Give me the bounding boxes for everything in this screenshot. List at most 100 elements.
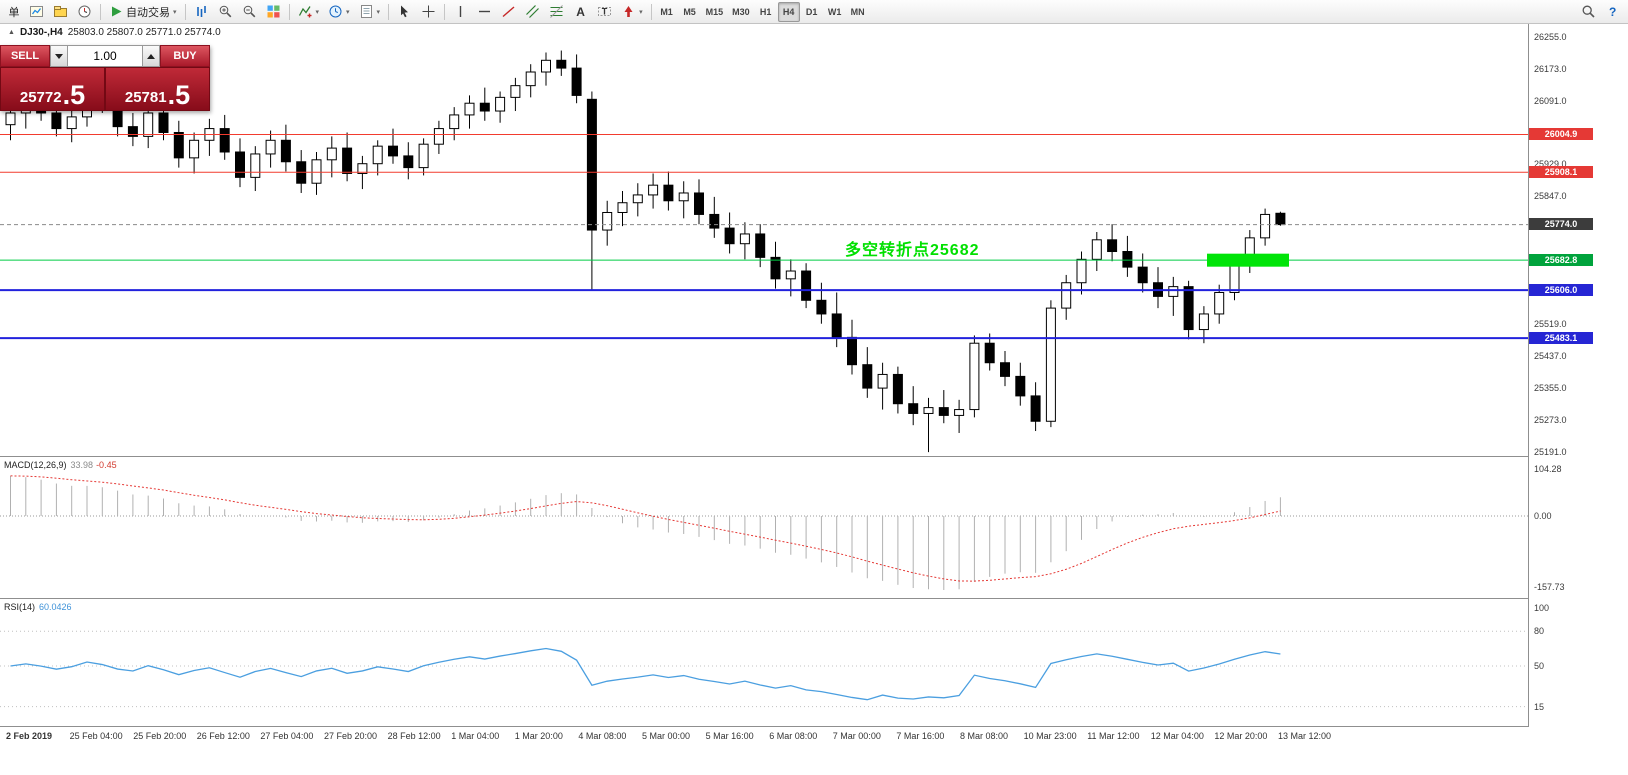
volume-increase-button[interactable]	[142, 45, 160, 67]
triangle-up-icon	[147, 53, 155, 59]
bar-chart-button[interactable]	[190, 2, 213, 22]
sell-button[interactable]: SELL	[0, 45, 50, 67]
cursor-button[interactable]	[393, 2, 416, 22]
macd-canvas[interactable]	[0, 457, 1528, 598]
svg-text:?: ?	[1609, 5, 1616, 19]
rsi-value: 60.0426	[39, 602, 72, 612]
timeframe-mn-button[interactable]: MN	[847, 2, 869, 22]
time-label: 5 Mar 16:00	[705, 731, 754, 741]
market-watch-button[interactable]	[73, 2, 96, 22]
chevron-down-icon: ▾	[315, 8, 320, 16]
macd-axis-label: -157.73	[1534, 581, 1565, 592]
chart-ohlc-values: 25803.0 25807.0 25771.0 25774.0	[67, 27, 221, 38]
vertical-line-button[interactable]	[449, 2, 472, 22]
tile-windows-button[interactable]	[262, 2, 285, 22]
help-icon: ?	[1609, 5, 1616, 19]
label-icon: T	[598, 7, 612, 17]
timeframe-m1-button[interactable]: M1	[656, 2, 678, 22]
macd-main-value: 33.98	[70, 460, 94, 470]
volume-input[interactable]: 1.00	[68, 45, 142, 67]
text-icon: A	[576, 5, 585, 19]
arrows-button[interactable]: ▾	[617, 2, 647, 22]
price-tag: 25483.1	[1529, 331, 1593, 344]
timeframe-m5-button[interactable]: M5	[679, 2, 701, 22]
time-label: 13 Mar 12:00	[1278, 731, 1332, 741]
crosshair-button[interactable]	[417, 2, 440, 22]
toolbar-separator	[184, 3, 186, 20]
volume-decrease-button[interactable]	[50, 45, 68, 67]
timeframe-d1-button[interactable]: D1	[801, 2, 823, 22]
time-label: 25 Feb 04:00	[69, 731, 123, 741]
price-tag: 26004.9	[1529, 128, 1593, 140]
time-label: 27 Feb 04:00	[260, 731, 314, 741]
trade-prices-row: 25772.5 25781.5	[0, 67, 210, 111]
chart-region[interactable]: ▲ DJ30-,H4 25803.0 25807.0 25771.0 25774…	[0, 24, 1628, 775]
price-axis[interactable]: 26255.0 26173.0 26091.0 25929.0 25847.0 25519…	[1528, 24, 1628, 727]
help-button[interactable]: ?	[1601, 2, 1624, 22]
profiles-icon	[54, 6, 67, 17]
chevron-down-icon: ▾	[173, 8, 177, 16]
timeframe-m30-button[interactable]: M30	[728, 2, 754, 22]
new-order-button[interactable]: 单	[4, 2, 24, 22]
periods-button[interactable]: ▾	[324, 2, 354, 22]
timeframe-w1-button[interactable]: W1	[824, 2, 846, 22]
chevron-down-icon: ▾	[376, 8, 381, 16]
indicators-icon	[298, 6, 312, 18]
channel-button[interactable]	[521, 2, 544, 22]
auto-trading-button[interactable]: 自动交易 ▾	[105, 2, 181, 22]
indicators-button[interactable]: ▾	[294, 2, 324, 22]
time-label: 2 Feb 2019	[6, 731, 53, 741]
time-label: 6 Mar 08:00	[769, 731, 818, 741]
toolbar-separator	[288, 3, 290, 20]
templates-button[interactable]: ▾	[355, 2, 385, 22]
triangle-down-icon	[55, 53, 63, 59]
sell-price[interactable]: 25772.5	[0, 67, 105, 111]
time-label: 11 Mar 12:00	[1087, 731, 1140, 741]
chart-annotation-text: 多空转折点25682	[845, 242, 980, 259]
zoom-out-button[interactable]	[238, 2, 261, 22]
time-label: 28 Feb 12:00	[387, 731, 441, 741]
timeframe-h4-button[interactable]: H4	[777, 1, 800, 22]
panel-divider[interactable]	[0, 456, 1628, 457]
price-tick: 26173.0	[1534, 63, 1567, 74]
zoom-in-button[interactable]	[214, 2, 237, 22]
label-button[interactable]: T	[593, 2, 616, 22]
toolbar-separator	[388, 3, 390, 20]
macd-name: MACD(12,26,9)	[4, 460, 67, 470]
rsi-canvas[interactable]	[0, 599, 1528, 726]
trade-controls-row: SELL 1.00 BUY	[0, 45, 210, 67]
time-label: 10 Mar 23:00	[1023, 731, 1077, 741]
time-label: 25 Feb 20:00	[133, 731, 187, 741]
price-tick: 25355.0	[1534, 383, 1567, 394]
panel-divider[interactable]	[0, 598, 1628, 599]
fibonacci-button[interactable]	[545, 2, 568, 22]
chevron-down-icon: ▾	[639, 8, 643, 16]
rsi-indicator-label: RSI(14) 60.0426	[4, 602, 72, 612]
rsi-axis-label: 50	[1534, 661, 1545, 671]
buy-price[interactable]: 25781.5	[105, 67, 210, 111]
timeframe-h1-button[interactable]: H1	[755, 2, 777, 22]
price-tick: 25847.0	[1534, 191, 1567, 202]
timeframe-m15-button[interactable]: M15	[702, 2, 728, 22]
buy-button[interactable]: BUY	[160, 45, 210, 67]
channel-icon	[526, 5, 539, 18]
search-button[interactable]	[1577, 2, 1600, 22]
price-tick: 25273.0	[1534, 415, 1567, 426]
toolbar-separator	[100, 3, 101, 20]
horizontal-line-button[interactable]	[473, 2, 496, 22]
one-click-toggle-icon[interactable]: ▲	[8, 29, 15, 36]
profiles-button[interactable]	[49, 2, 72, 22]
main-chart-canvas[interactable]	[0, 24, 1528, 456]
trendline-button[interactable]	[497, 2, 520, 22]
svg-text:T: T	[602, 7, 608, 17]
text-button[interactable]: A	[569, 2, 592, 22]
price-tag: 25682.8	[1529, 253, 1593, 266]
new-chart-button[interactable]	[25, 2, 48, 22]
price-tag: 25908.1	[1529, 165, 1593, 178]
time-label: 12 Mar 20:00	[1214, 731, 1268, 741]
time-label: 26 Feb 12:00	[196, 731, 250, 741]
time-axis[interactable]: 2 Feb 2019 25 Feb 04:00 25 Feb 20:00 26 Feb…	[0, 727, 1628, 769]
time-label: 27 Feb 20:00	[324, 731, 378, 741]
macd-axis-label: 0.00	[1534, 511, 1552, 521]
time-label: 7 Mar 16:00	[896, 731, 945, 741]
